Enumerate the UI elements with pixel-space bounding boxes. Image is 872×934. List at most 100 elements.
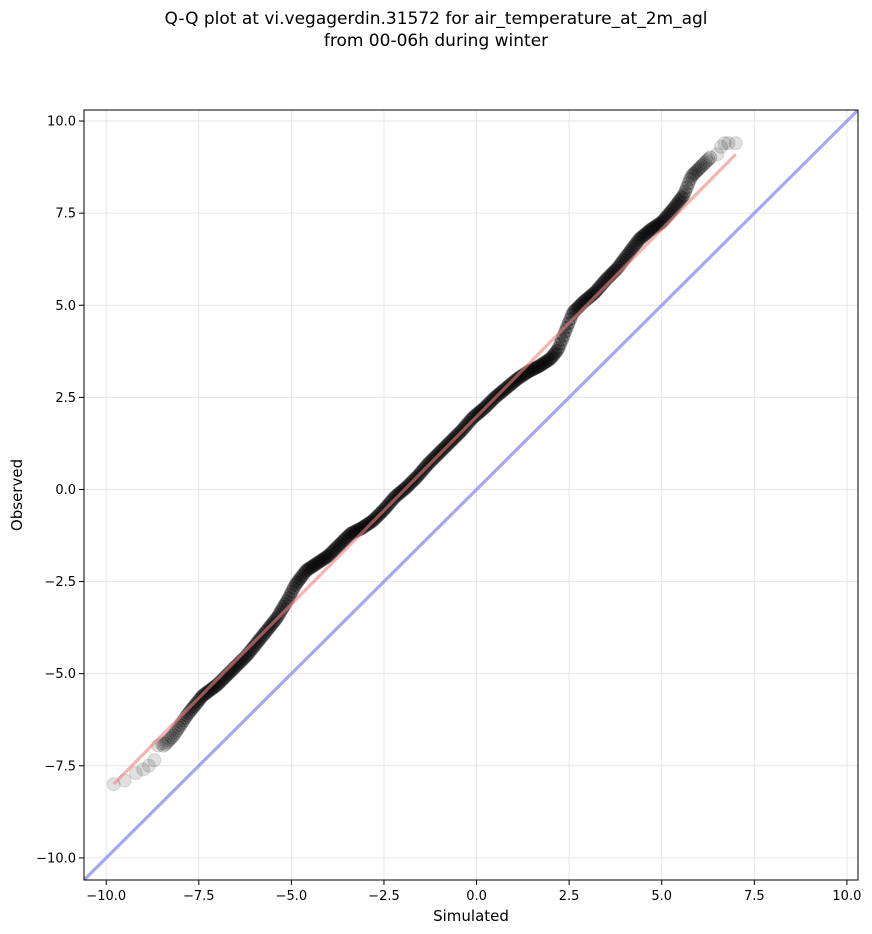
qq-point-292 <box>643 223 658 238</box>
x-tick-label-0: −10.0 <box>86 889 126 904</box>
qq-point-70 <box>273 605 288 620</box>
qq-point-113 <box>344 526 359 541</box>
y-tick-label-4: 0.0 <box>55 483 76 498</box>
qq-point-121 <box>358 518 373 533</box>
qq-point-108 <box>336 533 351 548</box>
x-axis-label: Simulated <box>433 907 509 925</box>
qq-point-139 <box>388 489 403 504</box>
y-tick-label-0: −10.0 <box>36 851 76 866</box>
qq-point-2 <box>159 735 174 750</box>
qq-point-317 <box>684 168 699 183</box>
qq-point-239 <box>554 332 569 347</box>
qq-point-324 <box>696 157 711 172</box>
qq-point-320 <box>689 163 704 178</box>
qq-point-279 <box>621 246 636 261</box>
qq-point-244 <box>563 312 578 327</box>
qq-point-85 <box>298 564 313 579</box>
qq-point-18 <box>186 699 201 714</box>
qq-point-309 <box>671 194 686 209</box>
x-tick-label-1: −7.5 <box>183 889 215 904</box>
qq-point-97 <box>318 550 333 565</box>
identity-line <box>84 110 858 880</box>
qq-point-19 <box>188 697 203 712</box>
qq-point-294 <box>646 220 661 235</box>
qq-point-87 <box>301 561 316 576</box>
qq-point-314 <box>679 180 694 195</box>
qq-point-88 <box>303 560 318 575</box>
qq-point-100 <box>323 546 338 561</box>
qq-tail-point-8 <box>710 147 725 162</box>
qq-point-226 <box>533 358 548 373</box>
qq-point-213 <box>511 371 526 386</box>
qq-point-78 <box>286 581 301 596</box>
qq-point-223 <box>528 361 543 376</box>
x-tick-label-7: 7.5 <box>744 889 765 904</box>
qq-point-184 <box>463 413 478 428</box>
qq-point-8 <box>169 723 184 738</box>
qq-point-75 <box>281 591 296 606</box>
qq-point-107 <box>334 535 349 550</box>
qq-point-224 <box>529 360 544 375</box>
qq-point-290 <box>639 225 654 240</box>
qq-tail-point-4 <box>141 758 156 773</box>
qq-point-93 <box>311 555 326 570</box>
qq-point-293 <box>644 221 659 236</box>
chart-title: Q-Q plot at vi.vegagerdin.31572 for air_… <box>0 8 872 52</box>
qq-point-307 <box>668 199 683 214</box>
y-tick-label-6: 5.0 <box>55 299 76 314</box>
y-tick-label-2: −5.0 <box>44 667 76 682</box>
qq-point-237 <box>551 341 566 356</box>
qq-point-286 <box>633 231 648 246</box>
qq-point-1 <box>158 736 173 751</box>
x-tick-label-5: 2.5 <box>559 889 580 904</box>
y-tick-label-7: 7.5 <box>55 207 76 222</box>
qq-tail-point-3 <box>136 762 151 777</box>
qq-point-291 <box>641 224 656 239</box>
x-tick-label-4: 0.0 <box>466 889 487 904</box>
qq-point-288 <box>636 228 651 243</box>
qq-point-234 <box>546 348 561 362</box>
qq-point-123 <box>361 516 376 531</box>
chart-title-line-1: Q-Q plot at vi.vegagerdin.31572 for air_… <box>164 9 708 29</box>
qq-point-91 <box>308 557 323 572</box>
y-axis-label: Observed <box>8 459 26 531</box>
qq-point-80 <box>289 575 304 590</box>
qq-point-228 <box>536 356 551 371</box>
qq-point-212 <box>509 372 524 387</box>
qq-point-280 <box>623 244 638 259</box>
qq-tail-point-2 <box>128 766 143 781</box>
qq-point-232 <box>543 351 558 366</box>
x-tick-label-3: −2.5 <box>368 889 400 904</box>
qq-point-326 <box>699 153 714 168</box>
qq-point-26 <box>199 685 214 700</box>
qq-point-322 <box>693 160 708 175</box>
qq-point-105 <box>331 538 346 553</box>
chart-title-line-2: from 00-06h during winter <box>323 31 549 51</box>
fit-line <box>112 153 737 786</box>
qq-point-225 <box>531 359 546 374</box>
qq-point-222 <box>526 362 541 376</box>
qq-point-90 <box>306 558 321 573</box>
qq-point-102 <box>326 543 341 558</box>
qq-point-233 <box>544 350 559 365</box>
qq-point-57 <box>251 633 266 648</box>
qq-point-209 <box>504 376 519 391</box>
qq-point-114 <box>346 525 361 540</box>
qq-point-7 <box>168 725 183 740</box>
qq-point-310 <box>673 192 688 207</box>
qq-point-89 <box>304 559 319 574</box>
qq-point-58 <box>253 631 268 646</box>
qq-tail-point-12 <box>728 136 743 151</box>
qq-point-17 <box>184 701 199 716</box>
qq-point-29 <box>204 681 219 696</box>
qq-point-84 <box>296 566 311 581</box>
plot-area <box>84 110 858 880</box>
qq-point-287 <box>634 229 649 244</box>
qq-point-5 <box>164 730 179 745</box>
qq-tail-point-5 <box>147 753 162 768</box>
qq-point-185 <box>464 411 479 426</box>
qq-point-120 <box>356 519 371 534</box>
qq-point-313 <box>678 184 693 199</box>
qq-point-325 <box>698 155 713 170</box>
qq-point-210 <box>506 375 521 390</box>
